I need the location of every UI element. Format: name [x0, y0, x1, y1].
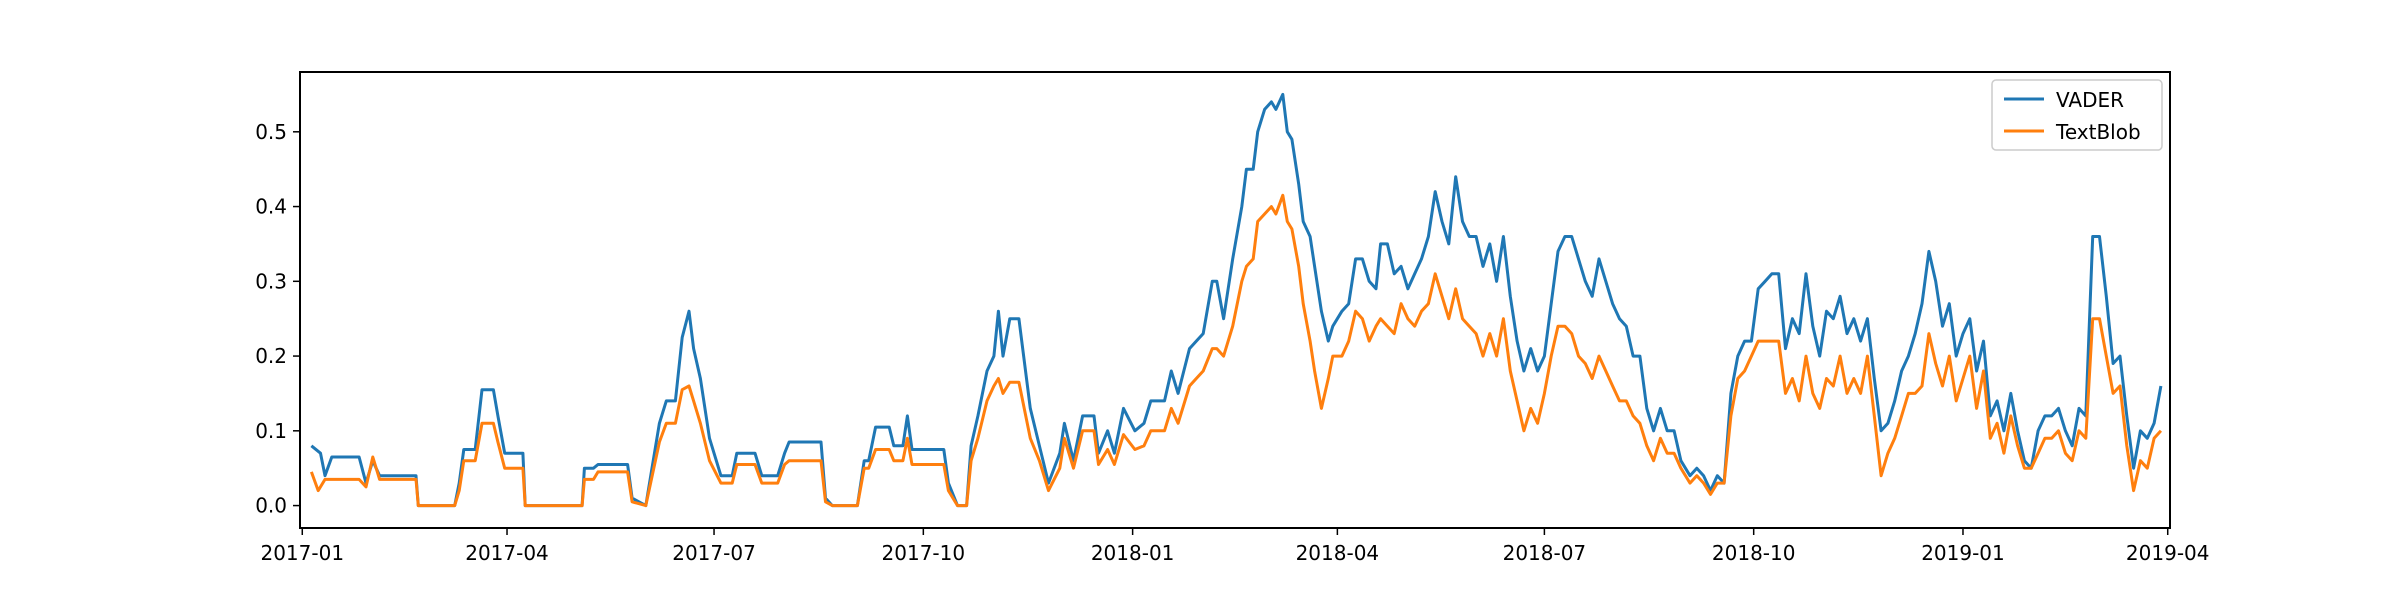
- series-layer: [309, 92, 2163, 508]
- x-tick-label: 2017-07: [672, 541, 756, 565]
- plot-frame: [299, 71, 2171, 529]
- x-tick-label: 2017-10: [882, 541, 966, 565]
- x-axis: 2017-01 2017-04 2017-07 2017-10 2018-01 2018-…: [260, 528, 2210, 565]
- y-tick-label: 0.2: [255, 344, 287, 368]
- x-tick-label: 2019-04: [2126, 541, 2210, 565]
- legend-label-vader: VADER: [2056, 88, 2124, 112]
- series-line-textblob: [309, 193, 2163, 508]
- y-tick-label: 0.3: [255, 269, 287, 293]
- x-tick-label: 2017-01: [260, 541, 344, 565]
- x-tick-label: 2018-01: [1091, 541, 1175, 565]
- series-line-vader: [310, 92, 2163, 508]
- x-tick-label: 2018-07: [1503, 541, 1587, 565]
- y-axis: 0.0 0.1 0.2 0.3 0.4 0.5: [255, 120, 300, 518]
- x-tick-label: 2019-01: [1921, 541, 2005, 565]
- x-tick-label: 2018-04: [1296, 541, 1380, 565]
- legend: VADER TextBlob: [1991, 79, 2163, 151]
- y-tick-label: 0.0: [255, 494, 287, 518]
- y-tick-label: 0.1: [255, 419, 287, 443]
- x-tick-label: 2017-04: [465, 541, 549, 565]
- legend-label-textblob: TextBlob: [2055, 120, 2141, 144]
- y-tick-label: 0.4: [255, 195, 287, 219]
- y-tick-label: 0.5: [255, 120, 287, 144]
- x-tick-label: 2018-10: [1712, 541, 1796, 565]
